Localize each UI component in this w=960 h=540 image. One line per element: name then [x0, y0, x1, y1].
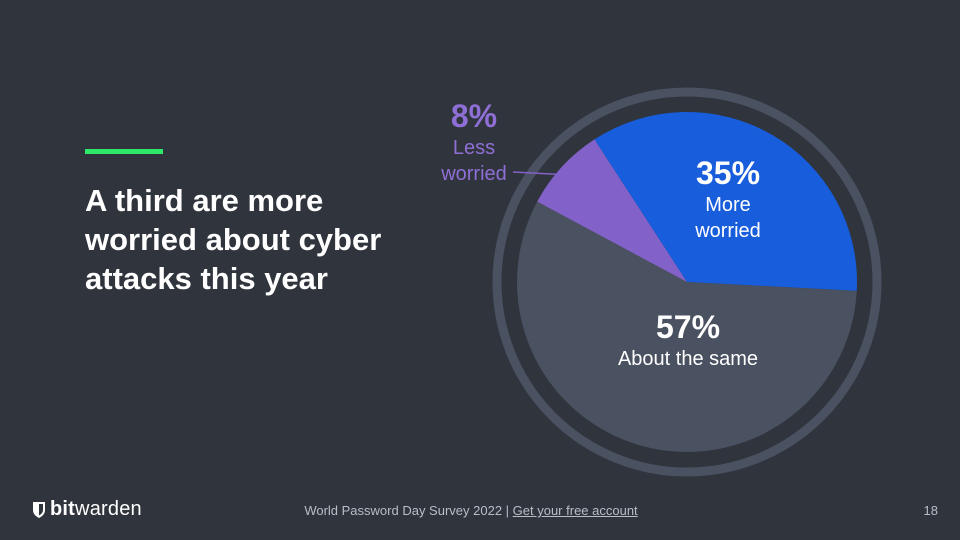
footer-caption: World Password Day Survey 2022 | Get you… — [0, 503, 942, 518]
free-account-link[interactable]: Get your free account — [512, 503, 638, 518]
accent-bar — [85, 149, 163, 154]
survey-text: World Password Day Survey 2022 | — [304, 503, 513, 518]
slice-percent-0: 35% — [696, 155, 760, 191]
brand-name-regular: warden — [75, 498, 142, 520]
brand-name: bitwarden — [50, 498, 142, 521]
page-number: 18 — [923, 503, 938, 518]
slice-label-line-2-0: Less — [453, 137, 495, 159]
pie-slice-2 — [537, 139, 687, 282]
pie-slice-0 — [594, 112, 858, 291]
brand-name-bold: bit — [50, 498, 76, 520]
slide-headline: A third are more worried about cyber att… — [85, 183, 382, 296]
slice-label-1: 57% About the same — [618, 309, 758, 370]
slice-label-line-0-1: worried — [694, 220, 761, 242]
slice-percent-2: 8% — [451, 98, 497, 134]
slice-label-line-2-1: worried — [440, 163, 507, 185]
slice-label-2: 8% Less worried — [440, 98, 507, 185]
slice-leader-line-2 — [512, 171, 571, 176]
slice-percent-1: 57% — [656, 309, 720, 345]
slice-label-line-1-0: About the same — [618, 348, 758, 370]
pie-outer-ring — [492, 87, 882, 477]
shield-icon — [33, 501, 45, 518]
bitwarden-logo: bitwarden — [32, 498, 142, 521]
slice-label-0: 35% More worried — [694, 155, 761, 242]
slice-label-line-0-0: More — [705, 194, 751, 216]
pie-slice-1 — [517, 201, 857, 453]
